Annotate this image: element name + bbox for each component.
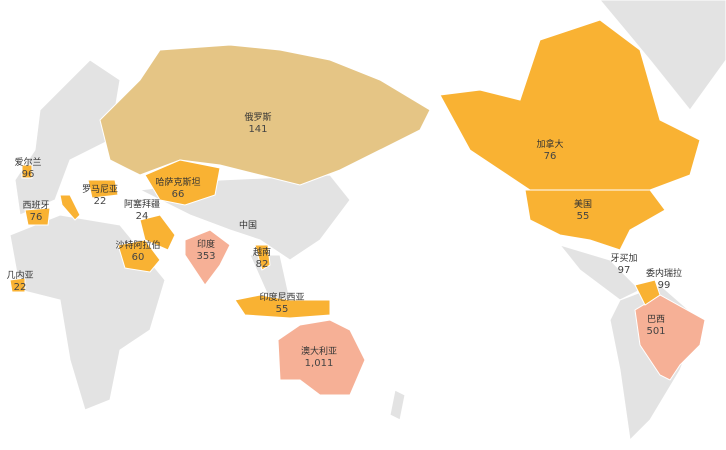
region-label[interactable]: 沙特阿拉伯 60: [115, 241, 161, 263]
region-romania: [87, 179, 119, 199]
region-kazakhstan: [144, 159, 221, 206]
region-label[interactable]: 几内亚 22: [6, 271, 34, 293]
region-label[interactable]: 罗马尼亚 22: [81, 185, 119, 207]
region-usa: [524, 189, 666, 251]
region-guinea: [9, 277, 26, 293]
region-label[interactable]: 委内瑞拉 99: [645, 269, 683, 291]
region-spain: [24, 207, 51, 226]
region-label[interactable]: 哈萨克斯坦 66: [155, 178, 201, 200]
region-india: [184, 229, 231, 286]
highlighted-countries: [9, 19, 706, 396]
region-indonesia: [234, 294, 331, 319]
region-label[interactable]: 加拿大 76: [536, 140, 564, 162]
region-label[interactable]: 俄罗斯 141: [244, 113, 272, 135]
region-canada: [439, 19, 701, 191]
region-brazil: [634, 294, 706, 381]
region-label[interactable]: 印度尼西亚 55: [259, 293, 305, 315]
region-australia: [277, 319, 366, 396]
region-label[interactable]: 美国 55: [573, 200, 593, 222]
region-italy: [59, 194, 81, 221]
region-label[interactable]: 巴西 501: [646, 315, 666, 337]
region-label[interactable]: 西班牙 76: [22, 201, 50, 223]
region-vietnam: [254, 244, 271, 271]
region-label[interactable]: 澳大利亚 1,011: [300, 347, 338, 369]
label-china: 中国: [238, 221, 258, 231]
region-iran: [139, 214, 176, 251]
region-label[interactable]: 越南 82: [252, 248, 272, 270]
region-label[interactable]: 牙买加 97: [610, 254, 638, 276]
region-label[interactable]: 爱尔兰 96: [14, 158, 42, 180]
region-saudi-arabia: [117, 239, 161, 273]
region-label[interactable]: 阿塞拜疆 24: [123, 200, 161, 222]
region-label[interactable]: 印度 353: [196, 240, 216, 262]
region-ireland: [21, 164, 33, 179]
region-venezuela: [634, 279, 661, 306]
